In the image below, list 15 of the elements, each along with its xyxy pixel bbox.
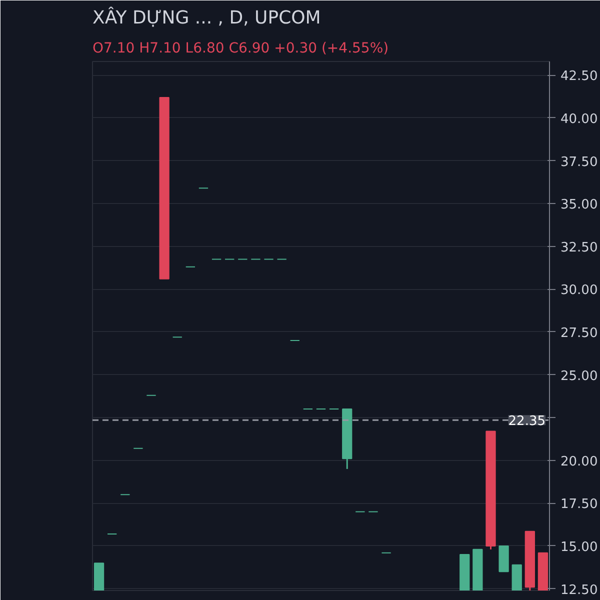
y-tick-label: 12.50: [560, 582, 598, 598]
chart-title: XÂY DỰNG ... , D, UPCOM: [92, 6, 321, 28]
y-tick-label: 20.00: [560, 454, 598, 470]
y-tick-label: 30.00: [560, 283, 598, 298]
y-tick-label: 17.50: [560, 497, 598, 512]
chart-subtitle: O7.10 H7.10 L6.80 C6.90 +0.30 (+4.55%): [92, 40, 389, 56]
y-tick-label: 37.50: [560, 154, 598, 170]
y-tick-label: 27.50: [560, 326, 598, 341]
y-tick-label: 40.00: [560, 112, 598, 127]
y-tick-label: 42.50: [560, 69, 598, 84]
y-tick-label: 25.00: [560, 368, 598, 384]
y-tick-label: 32.50: [560, 240, 598, 256]
ref-line-label: 22.35: [508, 414, 546, 430]
y-tick-label: 15.00: [560, 540, 598, 555]
y-tick-label: 35.00: [560, 198, 598, 213]
